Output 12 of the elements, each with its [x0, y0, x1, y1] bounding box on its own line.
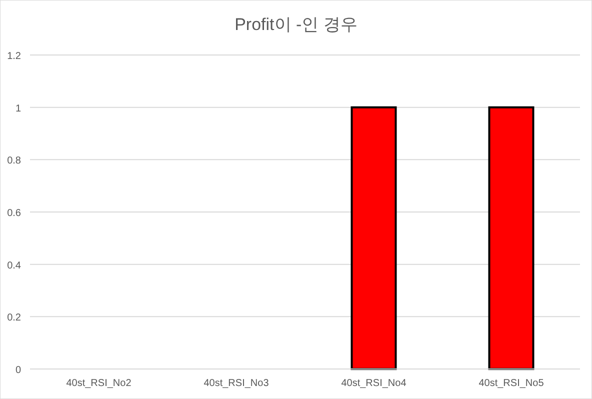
y-tick-label: 0.6: [7, 208, 22, 219]
x-tick-label: 40st_RSI_No3: [204, 378, 270, 389]
y-tick-label: 0.8: [7, 156, 22, 167]
x-tick-label: 40st_RSI_No5: [478, 378, 544, 389]
y-tick-label: 1.2: [7, 51, 22, 62]
y-tick-label: 0.4: [7, 260, 22, 272]
chart-title: Profit이 -인 경우: [234, 15, 358, 34]
x-tick-label: 40st_RSI_No4: [341, 378, 407, 389]
x-tick-label: 40st_RSI_No2: [66, 378, 132, 389]
y-tick-label: 0.2: [7, 312, 22, 324]
y-tick-label: 0: [15, 365, 22, 376]
y-tick-label: 1: [15, 103, 22, 114]
